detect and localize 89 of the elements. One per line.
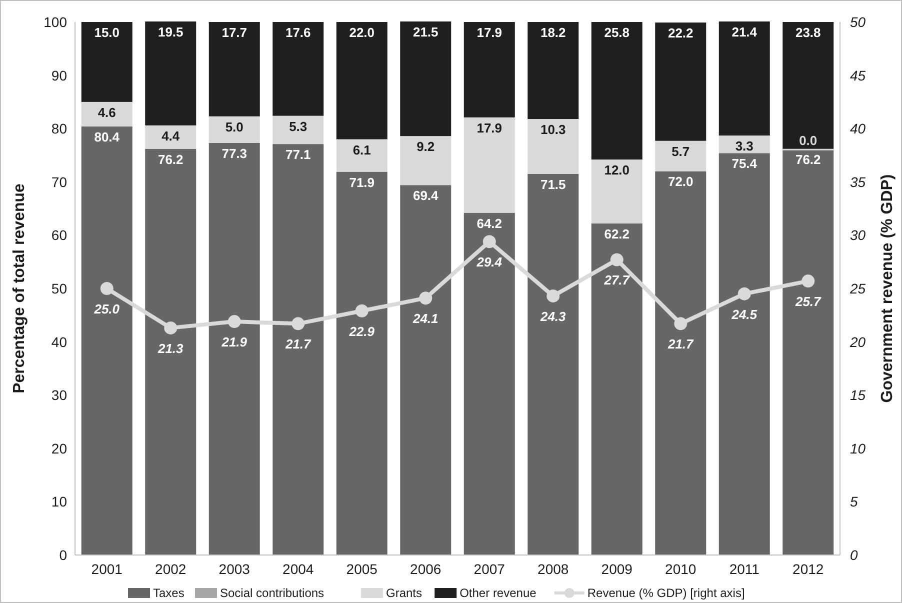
y2-tick-label: 35 [850,174,866,190]
data-label: 77.3 [222,146,248,161]
x-tick-label: 2010 [665,561,696,577]
legend-label: Other revenue [460,586,537,600]
data-label: 17.9 [476,120,502,136]
data-label: 5.0 [225,119,244,134]
data-label: 76.2 [158,152,184,167]
y2-tick-label: 20 [849,334,866,350]
data-label: 17.9 [476,25,502,40]
legend-label: Taxes [153,586,184,600]
y2-tick-label: 0 [850,547,858,563]
data-label: 24.1 [412,311,438,326]
data-label: 21.4 [732,24,758,40]
y-tick-label: 20 [51,440,68,456]
y-tick-label: 70 [51,174,68,190]
x-tick-label: 2011 [729,561,760,577]
data-label: 76.2 [795,152,821,167]
y-tick-label: 60 [51,227,68,244]
data-label: 80.4 [94,129,120,144]
y2-tick-label: 25 [849,280,866,296]
x-tick-label: 2002 [155,561,186,577]
data-label: 22.2 [668,26,694,41]
y2-tick-label: 50 [850,14,866,30]
x-tick-label: 2008 [538,561,569,577]
data-label: 4.6 [98,104,116,120]
data-label: 69.4 [412,188,440,204]
x-tick-label: 2009 [601,561,633,577]
y-axis-title: Percentage of total revenue [11,183,28,394]
y-tick-label: 80 [51,120,68,137]
legend-label: Grants [386,586,422,600]
data-label: 10.3 [540,122,566,138]
data-label: 6.1 [352,142,371,158]
data-label: 29.4 [476,254,503,270]
data-label: 21.7 [284,336,312,352]
data-label: 75.4 [732,156,758,172]
data-label: 5.3 [289,118,308,134]
x-tick-label: 2012 [792,561,824,577]
legend-label: Social contributions [220,586,324,600]
data-label: 24.3 [539,308,567,324]
data-label: 17.6 [285,25,311,40]
data-label: 9.2 [416,139,435,154]
data-label: 21.5 [412,24,438,40]
y-tick-label: 10 [51,494,68,510]
y-tick-label: 0 [59,547,68,563]
data-label: 27.7 [603,272,630,288]
x-tick-label: 2001 [91,561,123,577]
data-label: 21.9 [220,334,248,350]
data-label: 18.2 [540,25,566,40]
y-tick-label: 50 [51,280,68,296]
data-label: 17.7 [222,25,248,40]
x-tick-label: 2004 [282,561,314,577]
data-label: 3.3 [735,138,754,154]
data-label: 64.2 [476,216,502,231]
data-label: 71.5 [540,176,566,192]
data-label: 22.0 [349,25,375,40]
data-label: 12.0 [604,162,630,178]
y2-tick-label: 40 [850,120,866,137]
data-label: 23.8 [795,25,821,40]
data-label: 19.5 [158,24,184,40]
data-label: 15.0 [94,25,120,40]
y-tick-label: 30 [51,387,68,404]
data-label: 4.4 [162,128,180,144]
y-tick-label: 100 [44,14,68,30]
y2-tick-label: 10 [850,440,866,456]
data-label: 71.9 [349,174,375,190]
data-label: 25.0 [93,302,120,316]
data-label: 0.0 [799,132,818,148]
data-label: 77.1 [285,147,311,162]
y2-axis-title: Government revenue (% GDP) [879,174,896,403]
legend-label: Revenue (% GDP) [right axis] [587,586,745,600]
y2-tick-label: 15 [850,387,866,404]
x-tick-label: 2006 [410,561,442,577]
data-label: 5.7 [672,144,690,159]
y2-tick-label: 30 [850,227,866,244]
data-label: 25.7 [794,294,822,310]
x-tick-label: 2007 [474,561,506,577]
data-label: 62.2 [604,226,630,242]
x-tick-label: 2005 [346,561,378,577]
y2-tick-label: 45 [850,67,866,84]
y2-tick-label: 5 [850,494,858,510]
data-label: 72.0 [668,174,694,190]
x-tick-label: 2003 [218,561,250,577]
data-label: 21.7 [666,336,694,352]
y-tick-label: 40 [51,334,68,350]
data-label: 24.5 [730,306,758,322]
data-label: 25.8 [604,25,630,40]
y-tick-label: 90 [51,67,68,84]
data-label: 21.3 [156,340,184,356]
data-label: 22.9 [348,324,376,339]
